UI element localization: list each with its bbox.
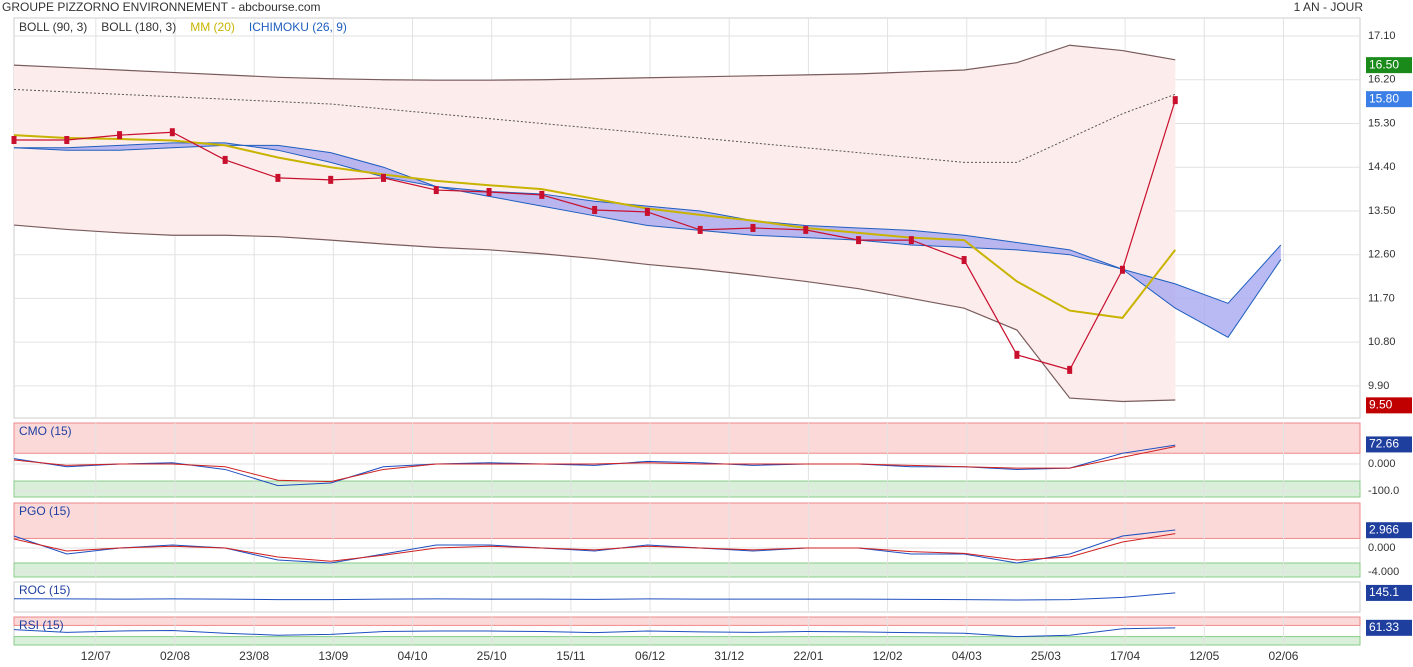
- y-tick-label: -4.000: [1368, 566, 1399, 578]
- x-tick-label: 12/02: [873, 649, 903, 663]
- last-value-tag: [1366, 436, 1412, 453]
- y-tick-label: 0.000: [1368, 458, 1396, 470]
- indicator-line: [13, 88, 1176, 163]
- price-tag-label: 15.80: [1369, 91, 1399, 105]
- last-value-tag: [1366, 522, 1412, 539]
- price-mark: [539, 190, 545, 199]
- indicator-line: [13, 627, 1176, 638]
- price-tag-label: 16.50: [1369, 57, 1399, 71]
- y-tick-label: 17.10: [1368, 30, 1396, 42]
- last-value-tag: [1366, 584, 1412, 601]
- y-tick-label: 11.70: [1368, 292, 1395, 304]
- legend-entry: BOLL (90, 3): [19, 20, 87, 34]
- price-mark: [433, 186, 439, 195]
- price-tag: [1366, 57, 1412, 74]
- price-mark: [1119, 265, 1125, 274]
- oversold-zone: [13, 636, 1361, 646]
- x-tick-label: 02/08: [160, 649, 190, 663]
- oversold-zone: [13, 480, 1361, 498]
- bollinger-upper: [13, 44, 1176, 81]
- price-tag: [1366, 91, 1412, 108]
- price-mark: [592, 205, 598, 214]
- x-tick-label: 22/01: [793, 649, 823, 663]
- indicator-line: [13, 134, 1177, 319]
- price-mark: [117, 131, 123, 140]
- panel-frame: [13, 581, 1361, 613]
- last-value-tag: [1366, 619, 1412, 636]
- indicator-line: [13, 533, 1176, 562]
- price-mark: [275, 173, 281, 182]
- ichimoku-upper: [14, 142, 1282, 304]
- price-mark: [908, 236, 914, 245]
- x-tick-label: 04/03: [952, 649, 982, 663]
- panel-title: ROC (15): [19, 583, 70, 597]
- indicator-line: [13, 446, 1176, 483]
- price-mark: [380, 173, 386, 182]
- last-value-label: 61.33: [1369, 620, 1399, 634]
- legend-entry: ICHIMOKU (26, 9): [249, 20, 347, 34]
- bollinger-lower: [13, 224, 1176, 403]
- x-tick-label: 13/09: [318, 649, 348, 663]
- x-tick-label: 25/03: [1031, 649, 1061, 663]
- price-mark: [644, 207, 650, 216]
- oversold-zone: [13, 562, 1361, 578]
- price-mark: [64, 135, 70, 144]
- price-mark: [697, 225, 703, 234]
- last-value-label: 72.66: [1369, 437, 1399, 451]
- y-tick-label: 14.40: [1368, 161, 1396, 173]
- y-tick-label: 10.80: [1368, 336, 1396, 348]
- panel-title: PGO (15): [19, 504, 70, 518]
- last-value-label: 2.966: [1369, 522, 1399, 536]
- overbought-zone: [13, 616, 1361, 626]
- price-mark: [856, 236, 862, 245]
- price-mark: [750, 223, 756, 232]
- price-tag: [1366, 397, 1412, 414]
- overbought-zone: [13, 502, 1361, 539]
- x-tick-label: 12/07: [81, 649, 111, 663]
- legend-entry: BOLL (180, 3): [101, 20, 176, 34]
- panel-title: RSI (15): [19, 618, 64, 632]
- y-tick-label: 13.50: [1368, 205, 1396, 217]
- price-tag-label: 9.50: [1369, 398, 1393, 412]
- x-tick-label: 15/11: [556, 649, 585, 663]
- price-mark: [328, 175, 334, 184]
- price-mark: [486, 187, 492, 196]
- period: 1 AN - JOUR: [1294, 0, 1364, 14]
- overbought-zone: [13, 422, 1361, 454]
- price-mark: [1067, 365, 1073, 374]
- x-tick-label: 25/10: [477, 649, 507, 663]
- price-mark: [169, 128, 175, 137]
- last-value-label: 145.1: [1369, 585, 1399, 599]
- x-tick-label: 31/12: [714, 649, 744, 663]
- y-tick-label: 12.60: [1368, 249, 1396, 261]
- y-tick-label: 16.20: [1368, 74, 1396, 86]
- x-tick-label: 02/06: [1268, 649, 1298, 663]
- y-tick-label: -100.0: [1368, 485, 1399, 497]
- x-tick-label: 17/04: [1110, 649, 1140, 663]
- x-tick-label: 06/12: [635, 649, 665, 663]
- indicator-line: [13, 592, 1176, 601]
- price-mark: [1014, 350, 1020, 359]
- page-title: GROUPE PIZZORNO ENVIRONNEMENT - abcbours…: [2, 0, 321, 14]
- y-tick-label: 15.30: [1368, 117, 1396, 129]
- band-fill: [14, 45, 1176, 402]
- legend-entry: MM (20): [190, 20, 235, 34]
- panel-title: CMO (15): [19, 424, 72, 438]
- x-tick-label: 23/08: [239, 649, 269, 663]
- y-tick-label: 0.000: [1368, 542, 1396, 554]
- price-mark: [1172, 96, 1178, 105]
- price-mark: [803, 225, 809, 234]
- price-mark: [11, 135, 17, 144]
- x-tick-label: 04/10: [398, 649, 428, 663]
- price-mark: [222, 155, 228, 164]
- price-mark: [961, 256, 967, 265]
- y-tick-label: 9.90: [1368, 380, 1389, 392]
- x-tick-label: 12/05: [1189, 649, 1219, 663]
